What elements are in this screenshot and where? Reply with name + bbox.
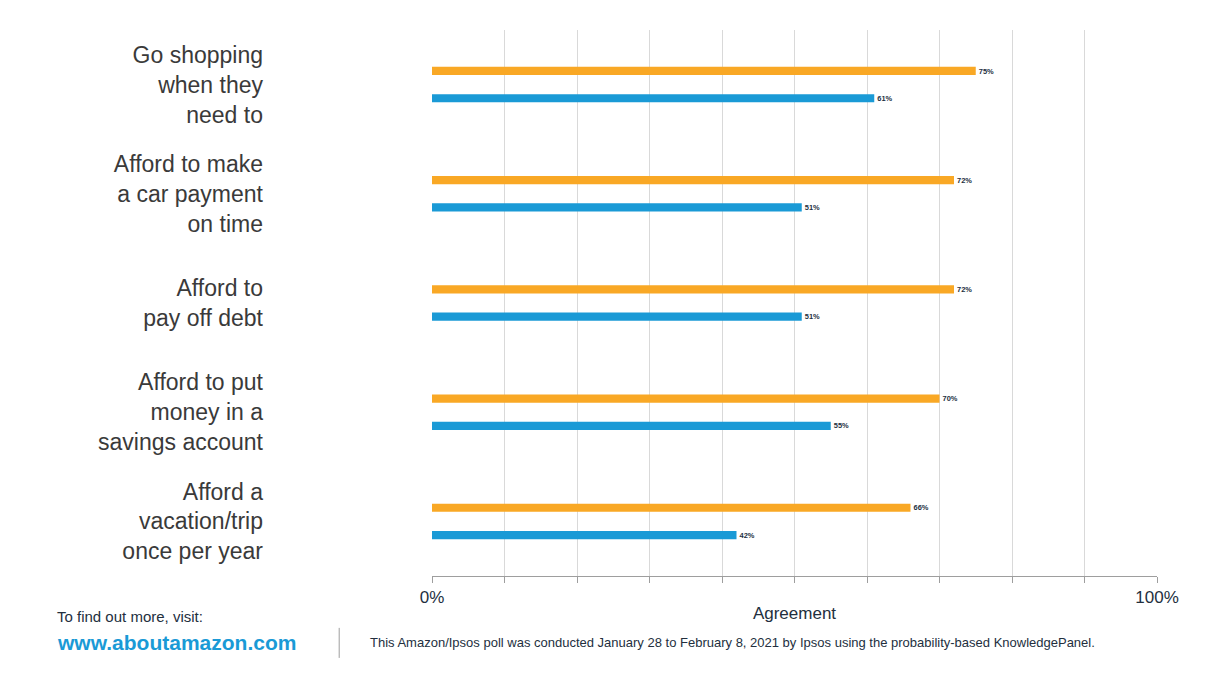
svg-text:61%: 61% [877,94,892,103]
svg-text:100%: 100% [1135,588,1178,607]
svg-text:51%: 51% [805,203,820,212]
svg-text:42%: 42% [740,531,755,540]
svg-text:75%: 75% [979,67,994,76]
svg-text:Afford to putmoney in asavings: Afford to putmoney in asavings account [98,369,264,455]
svg-text:Afford to makea car paymenton: Afford to makea car paymenton time [114,151,264,237]
svg-text:Afford avacation/triponce per: Afford avacation/triponce per year [122,479,263,565]
svg-text:55%: 55% [834,421,849,430]
svg-text:51%: 51% [805,312,820,321]
svg-text:Go shoppingwhen theyneed to: Go shoppingwhen theyneed to [133,42,264,128]
svg-text:0%: 0% [420,588,445,607]
svg-text:This Amazon/Ipsos poll was con: This Amazon/Ipsos poll was conducted Jan… [370,635,1095,650]
svg-text:Afford topay off debt: Afford topay off debt [143,275,263,331]
svg-text:72%: 72% [957,285,972,294]
svg-text:66%: 66% [914,503,929,512]
svg-text:72%: 72% [957,176,972,185]
svg-text:To find out more, visit:: To find out more, visit: [57,608,203,625]
svg-text:www.aboutamazon.com: www.aboutamazon.com [57,631,296,654]
svg-text:70%: 70% [943,394,958,403]
svg-text:Agreement: Agreement [753,604,836,623]
